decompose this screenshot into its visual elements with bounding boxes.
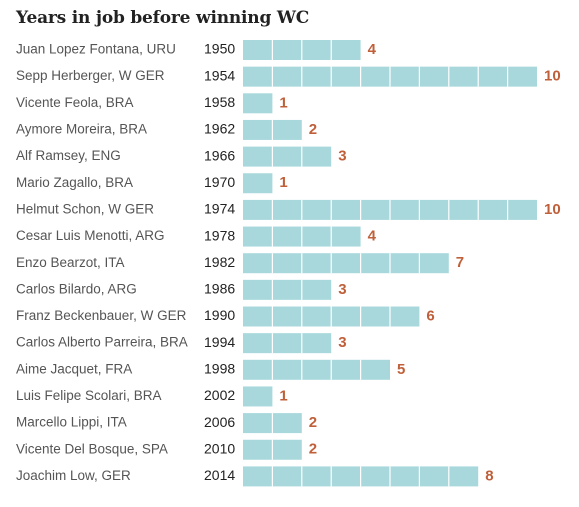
year-label: 1974 (204, 201, 235, 217)
chart-row: Franz Beckenbauer, W GER 1990 6 (16, 306, 435, 327)
coach-label: Franz Beckenbauer, W GER (16, 308, 187, 323)
year-label: 1954 (204, 67, 235, 83)
bar (243, 333, 332, 354)
year-label: 1958 (204, 94, 235, 110)
chart-row: Carlos Alberto Parreira, BRA 1994 3 (16, 333, 347, 354)
value-label: 8 (485, 467, 493, 484)
coach-label: Luis Felipe Scolari, BRA (16, 388, 162, 403)
coach-label: Sepp Herberger, W GER (16, 68, 165, 83)
coach-label: Mario Zagallo, BRA (16, 175, 133, 190)
value-label: 4 (368, 228, 377, 245)
year-label: 1986 (204, 281, 235, 297)
coach-label: Alf Ramsey, ENG (16, 148, 121, 163)
bar (243, 173, 273, 194)
chart-row: Aymore Moreira, BRA 1962 2 (16, 119, 317, 140)
value-label: 10 (544, 201, 561, 218)
bar (243, 93, 273, 114)
year-label: 1990 (204, 307, 235, 323)
coach-label: Vicente Del Bosque, SPA (16, 441, 168, 456)
year-label: 2006 (204, 414, 235, 430)
value-label: 4 (368, 41, 377, 58)
bar (243, 359, 390, 380)
year-label: 2014 (204, 467, 235, 483)
coach-label: Vicente Feola, BRA (16, 95, 134, 110)
value-label: 3 (338, 281, 346, 298)
year-label: 1978 (204, 227, 235, 243)
chart-row: Sepp Herberger, W GER 1954 10 (16, 66, 561, 87)
value-label: 2 (309, 441, 317, 458)
chart-row: Aime Jacquet, FRA 1998 5 (16, 359, 405, 380)
value-label: 5 (397, 361, 405, 378)
chart-row: Carlos Bilardo, ARG 1986 3 (16, 279, 347, 300)
coach-label: Carlos Bilardo, ARG (16, 281, 137, 296)
chart-row: Juan Lopez Fontana, URU 1950 4 (16, 40, 377, 60)
coach-label: Joachim Low, GER (16, 468, 131, 483)
year-label: 1994 (204, 334, 235, 350)
bar (243, 146, 332, 167)
year-label: 1966 (204, 147, 235, 163)
value-label: 3 (338, 334, 346, 351)
value-label: 10 (544, 68, 561, 85)
coach-label: Aime Jacquet, FRA (16, 361, 132, 376)
chart-row: Vicente Feola, BRA 1958 1 (16, 93, 288, 114)
value-label: 2 (309, 121, 317, 138)
year-label: 1970 (204, 174, 235, 190)
coach-label: Enzo Bearzot, ITA (16, 255, 125, 270)
chart-row: Enzo Bearzot, ITA 1982 7 (16, 253, 464, 274)
chart-row: Helmut Schon, W GER 1974 10 (16, 199, 561, 220)
chart-row: Mario Zagallo, BRA 1970 1 (16, 173, 288, 194)
bar (243, 386, 273, 407)
bar (243, 253, 449, 274)
coach-label: Marcello Lippi, ITA (16, 415, 127, 430)
year-label: 2010 (204, 440, 235, 456)
chart-row: Cesar Luis Menotti, ARG 1978 4 (16, 226, 377, 247)
coach-label: Juan Lopez Fontana, URU (16, 42, 176, 57)
year-label: 1950 (204, 41, 235, 57)
value-label: 1 (279, 174, 287, 191)
value-label: 7 (456, 254, 464, 271)
value-label: 6 (426, 307, 434, 324)
chart-title: Years in job before winning WC (16, 8, 310, 28)
value-label: 1 (279, 94, 287, 111)
bar (243, 279, 332, 300)
chart-row: Alf Ramsey, ENG 1966 3 (16, 146, 347, 167)
year-label: 1982 (204, 254, 235, 270)
coach-label: Helmut Schon, W GER (16, 201, 154, 216)
value-label: 3 (338, 148, 346, 165)
coach-label: Cesar Luis Menotti, ARG (16, 228, 165, 243)
coach-label: Carlos Alberto Parreira, BRA (16, 335, 188, 350)
year-label: 2002 (204, 387, 235, 403)
chart-row: Marcello Lippi, ITA 2006 2 (16, 413, 317, 434)
year-label: 1998 (204, 361, 235, 377)
value-label: 1 (279, 387, 287, 404)
chart-row: Joachim Low, GER 2014 8 (16, 466, 494, 487)
year-label: 1962 (204, 121, 235, 137)
chart-row: Vicente Del Bosque, SPA 2010 2 (16, 439, 317, 460)
coach-label: Aymore Moreira, BRA (16, 122, 147, 137)
chart-row: Luis Felipe Scolari, BRA 2002 1 (16, 386, 288, 407)
value-label: 2 (309, 414, 317, 431)
